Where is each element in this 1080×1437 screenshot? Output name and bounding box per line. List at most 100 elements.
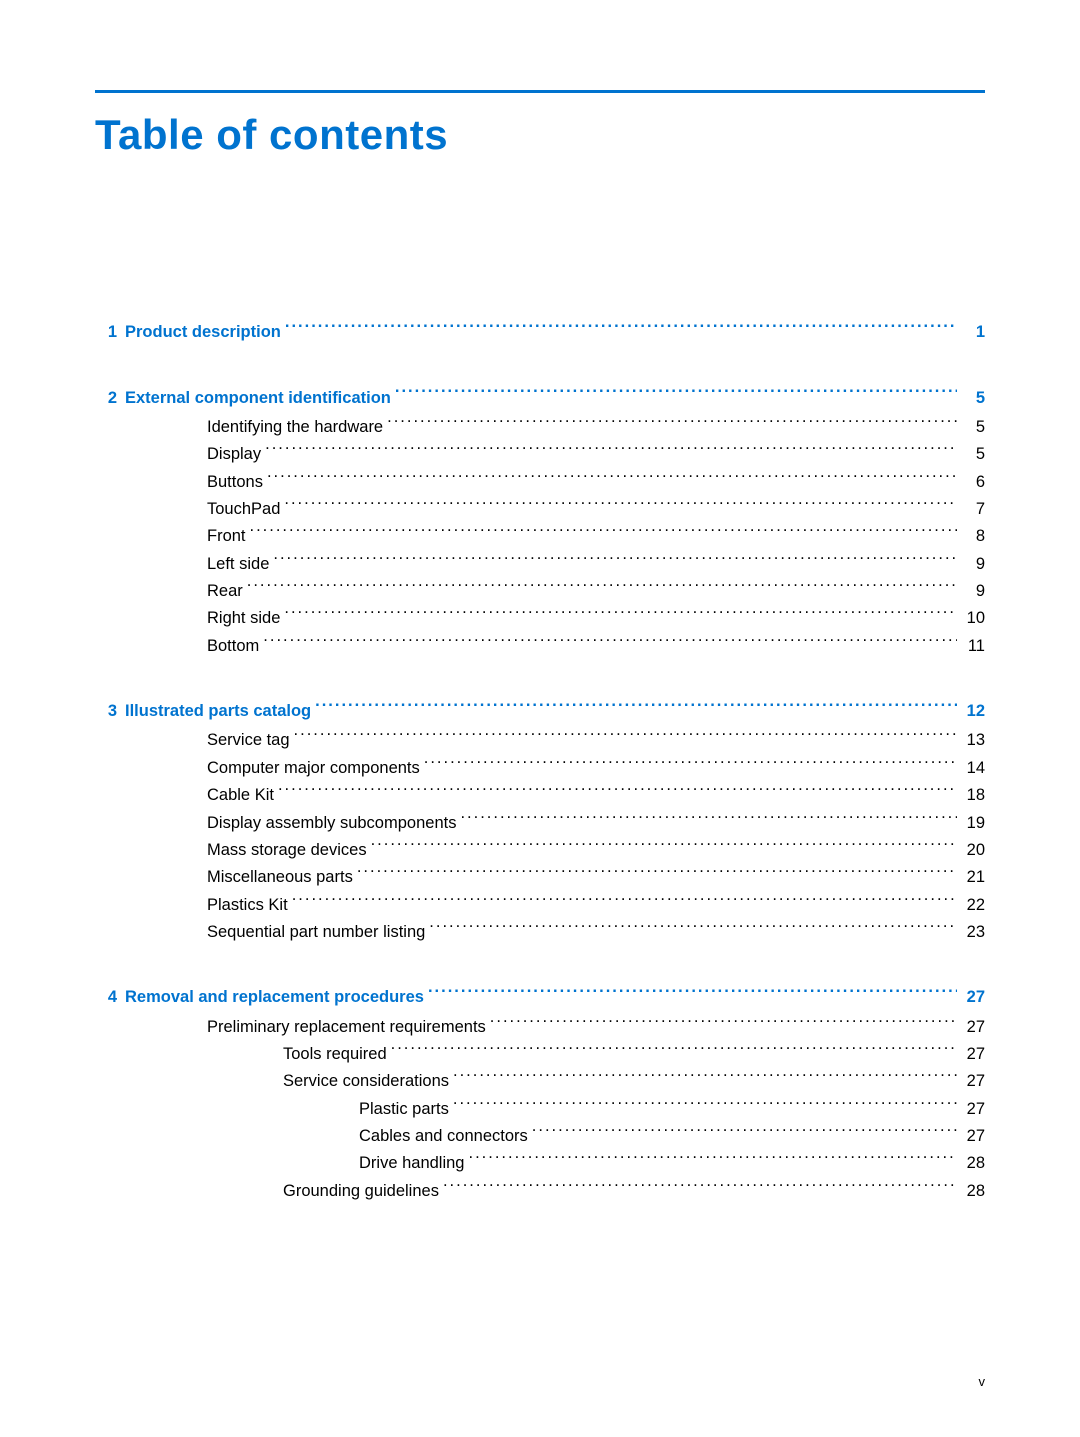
toc-entry-page: 11 bbox=[961, 633, 985, 660]
toc-leader bbox=[371, 837, 957, 855]
toc-entry-label: Right side bbox=[125, 605, 280, 632]
toc-leader bbox=[424, 755, 957, 773]
toc-leader bbox=[265, 441, 957, 459]
toc-entry-page: 8 bbox=[961, 523, 985, 550]
toc-entry-row[interactable]: Grounding guidelines28 bbox=[95, 1178, 985, 1205]
toc-entry-row[interactable]: Cable Kit18 bbox=[95, 782, 985, 809]
toc-leader bbox=[395, 384, 957, 402]
toc-entry-row[interactable]: Miscellaneous parts 21 bbox=[95, 864, 985, 891]
toc-entry-row[interactable]: Display assembly subcomponents19 bbox=[95, 809, 985, 836]
toc-entry-row[interactable]: Tools required 27 bbox=[95, 1041, 985, 1068]
toc-chapter-row[interactable]: 2 External component identification 5 bbox=[95, 384, 985, 411]
toc-entry-page: 10 bbox=[961, 605, 985, 632]
toc-entry-label: Service considerations bbox=[125, 1068, 449, 1095]
toc-entry-page: 7 bbox=[961, 496, 985, 523]
toc-entry-row[interactable]: Left side 9 bbox=[95, 551, 985, 578]
toc-entry-label: TouchPad bbox=[125, 496, 280, 523]
table-of-contents: 1Product description1 2 External component… bbox=[95, 319, 985, 1205]
toc-leader bbox=[428, 984, 957, 1002]
toc-entry-page: 20 bbox=[961, 837, 985, 864]
toc-chapter-title: Illustrated parts catalog bbox=[125, 698, 311, 725]
toc-chapter-title: Removal and replacement procedures bbox=[125, 984, 424, 1011]
toc-entry-label: Mass storage devices bbox=[125, 837, 367, 864]
toc-entry-label: Tools required bbox=[125, 1041, 387, 1068]
toc-leader bbox=[468, 1150, 957, 1168]
toc-leader bbox=[357, 864, 957, 882]
toc-leader bbox=[250, 523, 957, 541]
toc-entry-label: Display assembly subcomponents bbox=[125, 810, 456, 837]
toc-entry-page: 28 bbox=[961, 1178, 985, 1205]
toc-chapter-number: 2 bbox=[95, 385, 117, 412]
toc-chapter-page: 12 bbox=[961, 698, 985, 725]
toc-entry-row[interactable]: TouchPad 7 bbox=[95, 496, 985, 523]
toc-entry-label: Rear bbox=[125, 578, 243, 605]
toc-chapter-number: 1 bbox=[95, 319, 117, 346]
toc-entry-page: 18 bbox=[961, 782, 985, 809]
toc-chapter-title: External component identification bbox=[125, 385, 391, 412]
toc-leader bbox=[285, 319, 957, 337]
toc-entry-page: 27 bbox=[961, 1096, 985, 1123]
toc-entry-row[interactable]: Bottom11 bbox=[95, 633, 985, 660]
toc-entry-label: Drive handling bbox=[125, 1150, 464, 1177]
toc-entry-label: Computer major components bbox=[125, 755, 420, 782]
toc-entry-row[interactable]: Mass storage devices 20 bbox=[95, 837, 985, 864]
toc-leader bbox=[263, 633, 957, 651]
toc-entry-label: Left side bbox=[125, 551, 269, 578]
toc-entry-page: 6 bbox=[961, 469, 985, 496]
toc-leader bbox=[278, 782, 957, 800]
toc-entry-row[interactable]: Computer major components 14 bbox=[95, 755, 985, 782]
toc-entry-row[interactable]: Right side 10 bbox=[95, 605, 985, 632]
toc-entry-row[interactable]: Sequential part number listing 23 bbox=[95, 919, 985, 946]
toc-entry-row[interactable]: Service tag13 bbox=[95, 727, 985, 754]
toc-leader bbox=[292, 891, 957, 909]
toc-entry-row[interactable]: Display5 bbox=[95, 441, 985, 468]
toc-section: 1Product description1 bbox=[95, 319, 985, 346]
toc-entry-page: 28 bbox=[961, 1150, 985, 1177]
toc-leader bbox=[429, 919, 957, 937]
toc-leader bbox=[284, 496, 957, 514]
top-rule bbox=[95, 90, 985, 93]
toc-leader bbox=[532, 1123, 957, 1141]
toc-chapter-row[interactable]: 1Product description1 bbox=[95, 319, 985, 346]
toc-entry-label: Sequential part number listing bbox=[125, 919, 425, 946]
toc-leader bbox=[387, 414, 957, 432]
toc-entry-page: 23 bbox=[961, 919, 985, 946]
toc-section: 2 External component identification 5Ident… bbox=[95, 384, 985, 660]
toc-entry-page: 5 bbox=[961, 414, 985, 441]
toc-entry-row[interactable]: Cables and connectors 27 bbox=[95, 1123, 985, 1150]
toc-section: 3 Illustrated parts catalog 12Service tag1… bbox=[95, 698, 985, 946]
toc-entry-row[interactable]: Buttons6 bbox=[95, 468, 985, 495]
toc-entry-row[interactable]: Front8 bbox=[95, 523, 985, 550]
toc-entry-row[interactable]: Identifying the hardware5 bbox=[95, 414, 985, 441]
toc-leader bbox=[453, 1068, 957, 1086]
toc-chapter-page: 5 bbox=[961, 385, 985, 412]
toc-leader bbox=[273, 551, 957, 569]
toc-entry-page: 5 bbox=[961, 441, 985, 468]
toc-entry-page: 9 bbox=[961, 551, 985, 578]
toc-entry-row[interactable]: Service considerations27 bbox=[95, 1068, 985, 1095]
toc-entry-row[interactable]: Preliminary replacement requirements27 bbox=[95, 1014, 985, 1041]
toc-chapter-number: 3 bbox=[95, 698, 117, 725]
toc-entry-row[interactable]: Rear9 bbox=[95, 578, 985, 605]
toc-entry-row[interactable]: Plastics Kit22 bbox=[95, 891, 985, 918]
toc-entry-label: Cables and connectors bbox=[125, 1123, 528, 1150]
toc-leader bbox=[443, 1178, 957, 1196]
toc-entry-page: 27 bbox=[961, 1041, 985, 1068]
toc-entry-page: 13 bbox=[961, 727, 985, 754]
toc-chapter-row[interactable]: 3 Illustrated parts catalog 12 bbox=[95, 698, 985, 725]
toc-entry-row[interactable]: Plastic parts27 bbox=[95, 1096, 985, 1123]
toc-chapter-row[interactable]: 4Removal and replacement procedures27 bbox=[95, 984, 985, 1011]
toc-entry-page: 27 bbox=[961, 1014, 985, 1041]
page-footer-number: v bbox=[979, 1374, 986, 1389]
toc-entry-page: 14 bbox=[961, 755, 985, 782]
toc-leader bbox=[391, 1041, 957, 1059]
toc-leader bbox=[453, 1096, 957, 1114]
toc-leader bbox=[247, 578, 957, 596]
toc-entry-page: 27 bbox=[961, 1123, 985, 1150]
page-title: Table of contents bbox=[95, 111, 985, 159]
toc-entry-page: 21 bbox=[961, 864, 985, 891]
toc-entry-row[interactable]: Drive handling 28 bbox=[95, 1150, 985, 1177]
toc-leader bbox=[490, 1014, 957, 1032]
toc-entry-label: Miscellaneous parts bbox=[125, 864, 353, 891]
toc-chapter-page: 1 bbox=[961, 319, 985, 346]
